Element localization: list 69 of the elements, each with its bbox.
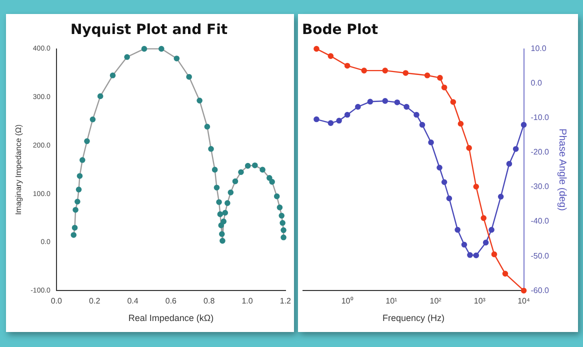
point [228,190,234,196]
point [220,238,226,244]
point [232,178,238,184]
x-tick-label: 0.2 [89,296,101,306]
x-tick-label: 1.2 [280,296,292,306]
point [276,204,283,210]
y2-tick-label: -30.0 [530,182,550,192]
x-tick-label: 0.4 [127,296,139,306]
y2-tick-label: -50.0 [530,251,550,260]
y2-tick-label: 10.0 [530,44,547,54]
point [196,98,202,104]
point [252,162,258,168]
x-tick-label: 0.8 [204,296,216,306]
point [220,218,227,224]
y2-tick-label: 0.0 [530,78,542,88]
point [224,200,230,206]
point [217,211,224,218]
point [74,198,80,205]
point [269,178,275,185]
point [90,116,96,122]
x-tick-label: 0.0 [50,296,63,306]
point [278,212,285,219]
point [80,157,86,163]
point [76,173,83,179]
point [186,74,192,80]
chart-title: Nyquist Plot and Fit [70,22,228,38]
point [141,46,148,52]
point [244,162,251,169]
point [214,184,220,190]
point [266,175,272,181]
x-tick-label: 1.0 [242,296,254,306]
point [76,186,82,192]
point [174,56,180,62]
x-tick-label: 0.6 [165,296,178,306]
point [280,220,286,226]
point [218,231,225,237]
point [274,193,280,200]
point [212,166,218,173]
point [70,232,77,238]
y2-tick-label: -40.0 [530,216,550,226]
y2-axis-title: Phase Angle (deg) [556,128,568,211]
point [97,93,104,100]
point [72,206,78,213]
x-tick-label: 10² [430,296,442,306]
chart-title: Bode Plot [302,22,378,38]
x-axis-title: Frequency (Hz) [382,313,444,324]
point [72,224,78,231]
point [204,124,210,130]
x-tick-label: 10⁰ [341,296,354,306]
y2-tick-label: -60.0 [530,286,550,295]
y2-tick-label: -10.0 [530,113,550,122]
point [110,72,116,78]
point [124,54,130,60]
y-axis-title: Imaginary Impedance (Ω) [14,124,24,215]
x-tick-label: 10⁴ [518,296,530,306]
point [260,166,266,173]
y2-tick-label: -20.0 [530,148,550,157]
point [280,234,286,240]
point [222,210,228,216]
point [216,199,222,205]
point [238,169,244,176]
point [84,138,90,144]
point [280,227,286,234]
x-axis-title: Real Impedance (kΩ) [128,313,214,324]
point [218,222,224,228]
x-tick-label: 10³ [474,296,486,306]
point [208,146,214,152]
x-tick-label: 10¹ [386,296,398,306]
point [158,46,164,52]
